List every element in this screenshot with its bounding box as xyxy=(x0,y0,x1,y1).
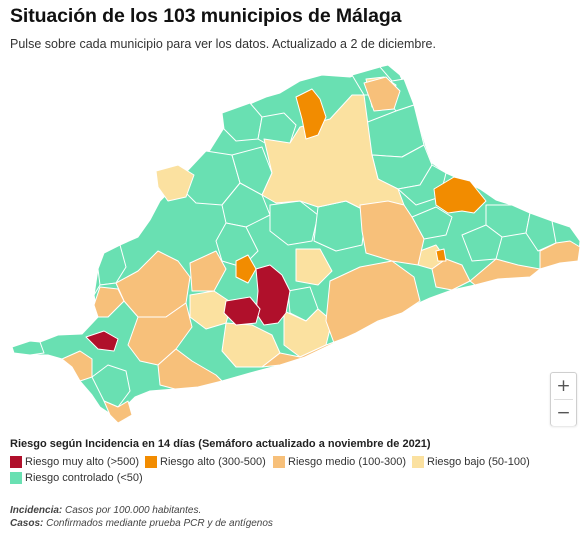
municipality[interactable] xyxy=(435,248,447,262)
note-incidencia-text: Casos por 100.000 habitantes. xyxy=(62,505,202,516)
municipality[interactable] xyxy=(325,260,421,344)
municipality[interactable] xyxy=(223,296,261,326)
note-incidencia-label: Incidencia: xyxy=(10,505,63,516)
municipality[interactable] xyxy=(461,224,503,262)
municipality[interactable] xyxy=(261,336,349,368)
legend-swatch xyxy=(10,472,22,484)
legend-label: Riesgo muy alto (>500) xyxy=(25,456,140,468)
legend-label: Riesgo alto (300-500) xyxy=(160,456,266,468)
municipality[interactable] xyxy=(11,340,45,356)
note-casos-text: Confirmados mediante prueba PCR y de ant… xyxy=(43,518,273,529)
zoom-controls: + − xyxy=(550,372,577,426)
legend-label: Riesgo bajo (50-100) xyxy=(427,456,530,468)
legend-label: Riesgo controlado (<50) xyxy=(25,472,143,484)
municipality[interactable] xyxy=(359,200,425,266)
legend-swatch xyxy=(412,456,424,468)
municipality[interactable] xyxy=(235,254,257,284)
zoom-in-button[interactable]: + xyxy=(551,373,576,399)
municipality[interactable] xyxy=(539,240,581,270)
municipality[interactable] xyxy=(157,348,223,390)
legend-swatch xyxy=(273,456,285,468)
municipality[interactable] xyxy=(93,286,125,318)
legend-item-muy-alto[interactable]: Riesgo muy alto (>500) xyxy=(10,456,139,468)
municipality[interactable] xyxy=(189,250,227,292)
legend-item-bajo[interactable]: Riesgo bajo (50-100) xyxy=(412,456,530,468)
legend-title: Riesgo según Incidencia en 14 días (Semá… xyxy=(10,438,431,450)
zoom-out-button[interactable]: − xyxy=(551,400,576,426)
municipality[interactable] xyxy=(525,212,557,252)
legend-item-controlado[interactable]: Riesgo controlado (<50) xyxy=(10,472,143,484)
municipality[interactable] xyxy=(295,248,333,286)
legend-item-medio[interactable]: Riesgo medio (100-300) xyxy=(273,456,406,468)
municipality-map[interactable] xyxy=(0,55,585,435)
municipality[interactable] xyxy=(433,176,487,214)
legend-label: Riesgo medio (100-300) xyxy=(288,456,407,468)
municipality[interactable] xyxy=(85,330,119,352)
note-casos-label: Casos: xyxy=(10,518,44,529)
map-svg[interactable] xyxy=(0,55,585,435)
municipality[interactable] xyxy=(469,258,541,286)
municipality[interactable] xyxy=(295,88,327,140)
page-title: Situación de los 103 municipios de Málag… xyxy=(10,5,402,27)
page-subtitle: Pulse sobre cada municipio para ver los … xyxy=(10,37,436,51)
note-casos: Casos: Confirmados mediante prueba PCR y… xyxy=(10,518,273,529)
note-incidencia: Incidencia: Casos por 100.000 habitantes… xyxy=(10,505,201,516)
zoom-divider xyxy=(554,399,573,400)
legend-swatch xyxy=(145,456,157,468)
municipality[interactable] xyxy=(103,400,133,424)
municipality[interactable] xyxy=(283,308,333,358)
municipality[interactable] xyxy=(397,164,447,206)
legend-swatch xyxy=(10,456,22,468)
municipality[interactable] xyxy=(115,250,191,318)
legend-item-alto[interactable]: Riesgo alto (300-500) xyxy=(145,456,266,468)
municipality[interactable] xyxy=(363,76,401,112)
municipality[interactable] xyxy=(155,164,195,202)
municipality[interactable] xyxy=(255,264,291,326)
municipality[interactable] xyxy=(61,350,93,382)
municipality[interactable] xyxy=(313,200,367,252)
